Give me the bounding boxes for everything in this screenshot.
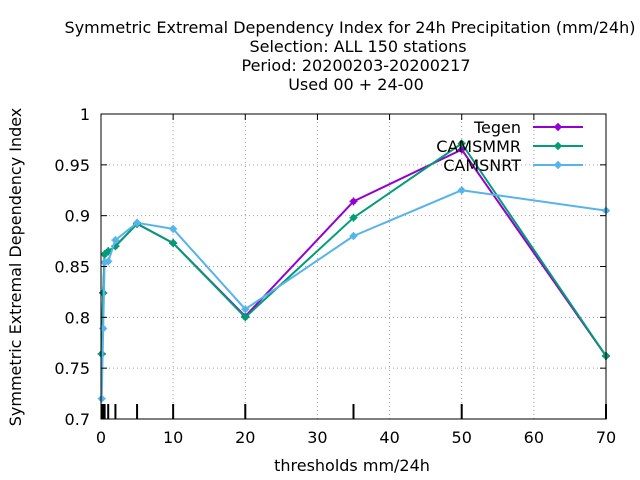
series-camsnrt: [97, 186, 610, 403]
title-line-4: Used 00 + 24-00: [288, 75, 424, 94]
data-point-cross: [349, 197, 358, 206]
x-axis-label: thresholds mm/24h: [274, 456, 430, 475]
title-line-1: Symmetric Extremal Dependency Index for …: [65, 18, 636, 37]
x-tick-label: 70: [596, 428, 616, 447]
data-point-cross: [349, 232, 358, 240]
x-tick-label: 60: [524, 428, 544, 447]
x-tick-label: 0: [96, 428, 106, 447]
series-camsmmr: [97, 139, 610, 360]
data-point-cross: [169, 239, 178, 248]
series-line: [100, 142, 607, 357]
data-point-cross: [457, 186, 466, 195]
y-tick-label: 0.75: [54, 359, 90, 378]
y-tick-label: 1: [80, 105, 90, 124]
threshold-markers: [100, 404, 607, 419]
data-point-cross: [169, 224, 178, 233]
x-tick-label: 50: [452, 428, 472, 447]
x-tick-label: 30: [307, 428, 327, 447]
y-tick-label: 0.7: [65, 410, 90, 429]
x-tick-label: 40: [379, 428, 399, 447]
data-point-cross: [133, 218, 142, 227]
data-point-cross: [104, 257, 113, 266]
legend-label: CAMSNRT: [443, 156, 521, 175]
y-tick-label: 0.8: [65, 308, 90, 327]
y-tick-label: 0.85: [54, 258, 90, 277]
title-line-3: Period: 20200203-20200217: [241, 56, 470, 75]
series-tegen: [97, 145, 610, 360]
chart-title: Symmetric Extremal Dependency Index for …: [65, 18, 636, 94]
data-point-cross: [554, 123, 562, 131]
legend-label: CAMSMMR: [436, 137, 521, 156]
y-tick-label: 0.95: [54, 156, 90, 175]
data-point-cross: [457, 139, 466, 148]
data-point-cross: [97, 394, 106, 403]
x-tick-label: 20: [235, 428, 255, 447]
series-group: [97, 139, 610, 403]
data-point-cross: [99, 324, 108, 333]
data-point-cross: [241, 305, 250, 314]
data-point-cross: [554, 142, 562, 150]
data-point-cross: [349, 213, 358, 222]
data-point-cross: [241, 313, 250, 322]
legend-label: Tegen: [473, 118, 521, 137]
data-point-cross: [554, 161, 562, 169]
y-axis-label: Symmetric Extremal Dependency Index: [6, 108, 25, 427]
grid: [101, 114, 606, 419]
series-line: [100, 148, 607, 357]
y-tick-label: 0.9: [65, 207, 90, 226]
data-point-cross: [111, 236, 120, 245]
x-tick-label: 10: [163, 428, 183, 447]
title-line-2: Selection: ALL 150 stations: [249, 37, 466, 56]
